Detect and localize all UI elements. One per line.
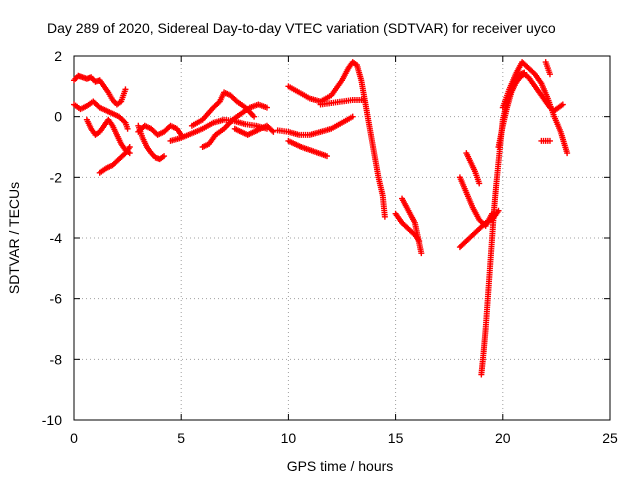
data-marks xyxy=(71,59,571,378)
data-point xyxy=(546,71,553,78)
x-tick-label: 5 xyxy=(177,430,185,446)
data-point xyxy=(323,153,330,160)
x-axis-label: GPS time / hours xyxy=(287,458,394,474)
y-tick-label: -6 xyxy=(50,291,63,307)
data-point xyxy=(495,207,502,214)
data-point xyxy=(546,137,553,144)
data-point xyxy=(161,153,168,160)
y-tick-label: -10 xyxy=(42,412,62,428)
chart-title: Day 289 of 2020, Sidereal Day-to-day VTE… xyxy=(47,20,556,36)
y-axis-label: SDTVAR / TECUs xyxy=(6,182,22,294)
x-tick-label: 20 xyxy=(495,430,511,446)
x-tick-label: 10 xyxy=(281,430,297,446)
data-point xyxy=(360,96,367,103)
plot-frame xyxy=(73,55,611,421)
data-point xyxy=(232,97,239,104)
x-tick-label: 25 xyxy=(602,430,618,446)
y-tick-label: -2 xyxy=(50,169,63,185)
data-point xyxy=(121,118,128,125)
data-point xyxy=(270,128,277,135)
data-point xyxy=(559,101,566,108)
data-point xyxy=(381,213,388,220)
grid xyxy=(74,56,610,420)
x-tick-label: 0 xyxy=(70,430,78,446)
data-point xyxy=(263,104,270,111)
data-point xyxy=(251,113,258,120)
data-point xyxy=(126,144,133,150)
data-point xyxy=(215,99,222,106)
data-point xyxy=(564,150,571,157)
data-point xyxy=(418,250,425,257)
x-tick-label: 15 xyxy=(388,430,404,446)
y-tick-label: 2 xyxy=(54,48,62,64)
data-point xyxy=(349,113,356,120)
y-tick-label: -8 xyxy=(50,351,63,367)
data-point xyxy=(476,180,483,187)
data-point xyxy=(269,127,276,134)
y-tick-label: 0 xyxy=(54,109,62,125)
y-tick-label: -4 xyxy=(50,230,63,246)
tick-labels: 0 5 10 15 20 25 -10 -8 -6 -4 -2 0 2 xyxy=(42,48,618,446)
data-point xyxy=(122,86,129,93)
data-point xyxy=(124,125,131,132)
